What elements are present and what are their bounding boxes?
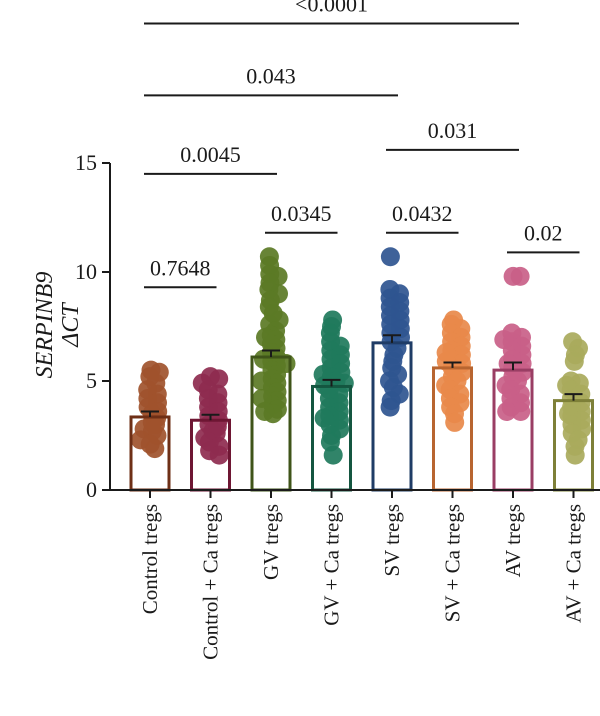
data-point	[314, 408, 334, 428]
x-tick-label: GV tregs	[259, 504, 283, 580]
data-point	[323, 445, 343, 465]
data-point	[209, 445, 229, 465]
data-point	[510, 266, 530, 286]
p-value-label: 0.7648	[150, 255, 211, 280]
data-point	[252, 371, 271, 391]
data-point	[313, 364, 333, 384]
y-axis-label-metric: ΔCT	[58, 302, 84, 348]
y-tick-label: 5	[86, 368, 97, 393]
data-points	[131, 247, 592, 465]
data-point	[559, 404, 578, 424]
x-tick-label: GV + Ca tregs	[320, 504, 344, 626]
p-value-label: 0.0432	[392, 201, 453, 226]
data-point	[445, 412, 465, 432]
data-point	[497, 402, 517, 422]
x-tick-label: SV tregs	[380, 504, 404, 577]
data-point	[564, 351, 584, 371]
data-point	[254, 349, 273, 369]
p-value-label: 0.0345	[271, 201, 332, 226]
data-point	[436, 343, 456, 363]
data-point	[511, 402, 531, 422]
significance-brackets: 0.7648 0.0345 0.0432 0.02 0.0045 0.031 0.043 <0…	[144, 0, 580, 289]
x-tick-label: AV + Ca tregs	[562, 504, 586, 623]
data-point	[380, 247, 400, 267]
p-value-label: <0.0001	[295, 0, 368, 16]
data-point	[565, 445, 585, 465]
x-tick-label: Control tregs	[138, 504, 162, 614]
x-tick-label: Control + Ca tregs	[199, 504, 223, 660]
x-tick-label: AV tregs	[501, 504, 525, 577]
p-value-label: 0.02	[524, 220, 563, 245]
x-tick-label: SV + Ca tregs	[441, 504, 465, 622]
data-point	[380, 397, 400, 417]
data-point	[145, 439, 165, 459]
data-point	[256, 327, 275, 347]
p-value-label: 0.0045	[180, 142, 241, 167]
y-tick-label: 10	[75, 259, 97, 284]
p-value-label: 0.043	[246, 63, 296, 88]
x-axis: Control tregs Control + Ca tregs GV tregs G…	[109, 489, 600, 660]
y-axis-label-gene: SERPINB9	[32, 272, 58, 379]
y-tick-label: 0	[86, 477, 97, 502]
y-axis: 0 5 10 15	[75, 150, 111, 502]
data-point	[494, 330, 514, 350]
p-value-label: 0.031	[428, 118, 478, 143]
y-tick-label: 15	[75, 150, 97, 175]
data-point	[255, 402, 275, 422]
error-bars	[141, 334, 583, 421]
y-axis-label: SERPINB9 ΔCT	[32, 272, 84, 379]
